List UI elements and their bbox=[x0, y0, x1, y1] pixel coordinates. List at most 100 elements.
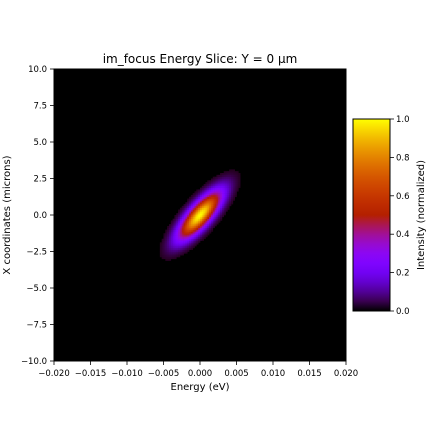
heatmap-cell bbox=[187, 213, 190, 216]
heatmap-cell bbox=[168, 224, 172, 227]
heatmap-cell bbox=[223, 187, 226, 190]
heatmap-cell bbox=[200, 205, 203, 208]
heatmap-cell bbox=[189, 244, 192, 247]
heatmap-cell bbox=[231, 174, 234, 177]
heatmap-cell bbox=[229, 185, 232, 188]
heatmap-cell bbox=[214, 198, 217, 201]
heatmap-cell bbox=[203, 220, 206, 223]
heatmap-cell bbox=[225, 174, 228, 177]
heatmap-cell bbox=[214, 207, 217, 210]
heatmap-cell bbox=[225, 205, 228, 208]
heatmap-cell bbox=[183, 209, 186, 212]
heatmap-cell bbox=[207, 220, 210, 223]
heatmap-cell bbox=[200, 236, 203, 240]
heatmap-cell bbox=[223, 211, 226, 214]
heatmap-cell bbox=[229, 204, 232, 207]
heatmap-cell bbox=[212, 200, 215, 203]
heatmap-cell bbox=[183, 240, 186, 243]
heatmap-cell bbox=[165, 235, 168, 238]
heatmap-cell bbox=[196, 227, 199, 230]
heatmap-cell bbox=[165, 229, 168, 232]
heatmap-cell bbox=[196, 216, 199, 219]
heatmap-cell bbox=[207, 182, 210, 185]
heatmap-cell bbox=[232, 189, 235, 192]
heatmap-cell bbox=[203, 209, 206, 212]
heatmap-cell bbox=[189, 209, 192, 212]
heatmap-cell bbox=[201, 238, 204, 241]
heatmap-cell bbox=[201, 207, 204, 210]
heatmap-cell bbox=[200, 189, 203, 192]
heatmap-cell bbox=[176, 222, 179, 225]
heatmap-cell bbox=[159, 242, 162, 245]
heatmap-cell bbox=[209, 200, 212, 203]
heatmap-cell bbox=[198, 218, 201, 221]
y-tick-label: 10.0 bbox=[28, 65, 47, 75]
heatmap-cell bbox=[183, 251, 186, 254]
heatmap-cell bbox=[220, 183, 223, 187]
heatmap-cell bbox=[183, 227, 186, 230]
heatmap-cell bbox=[167, 253, 170, 256]
heatmap-cell bbox=[179, 225, 183, 229]
heatmap-cell bbox=[185, 238, 188, 241]
heatmap-cell bbox=[207, 205, 210, 208]
heatmap-cell bbox=[196, 189, 199, 192]
heatmap-cell bbox=[192, 238, 195, 241]
heatmap-cell bbox=[207, 191, 210, 194]
heatmap-cell bbox=[216, 196, 219, 199]
heatmap-cell bbox=[179, 249, 183, 252]
heatmap-cell bbox=[227, 207, 230, 210]
y-tick-label: 5.0 bbox=[33, 138, 47, 148]
heatmap-cell bbox=[203, 216, 206, 219]
heatmap-cell bbox=[190, 202, 193, 205]
heatmap-cell bbox=[181, 225, 184, 229]
heatmap-cell bbox=[190, 225, 193, 229]
heatmap-cell bbox=[238, 173, 241, 176]
heatmap-cell bbox=[185, 211, 188, 214]
heatmap-cell bbox=[209, 215, 212, 218]
heatmap-cell bbox=[194, 204, 197, 207]
heatmap-cell bbox=[221, 173, 225, 176]
heatmap-cell bbox=[209, 213, 212, 216]
heatmap-cell bbox=[231, 169, 234, 172]
heatmap-cell bbox=[189, 200, 192, 203]
heatmap-cell bbox=[216, 178, 219, 181]
heatmap-cell bbox=[220, 196, 223, 199]
heatmap-cell bbox=[181, 229, 184, 232]
chart-title: im_focus Energy Slice: Y = 0 μm bbox=[103, 52, 298, 66]
heatmap-cell bbox=[189, 216, 192, 219]
heatmap-cell bbox=[183, 249, 186, 252]
heatmap-cell bbox=[168, 249, 172, 252]
heatmap-cell bbox=[181, 253, 184, 256]
heatmap-cell bbox=[168, 244, 172, 247]
x-tick-label: −0.015 bbox=[75, 369, 106, 379]
heatmap-cell bbox=[190, 211, 193, 214]
heatmap-cell bbox=[200, 213, 203, 216]
heatmap-cell bbox=[178, 235, 181, 238]
heatmap-cell bbox=[232, 198, 235, 201]
heatmap-cell bbox=[163, 251, 166, 254]
heatmap-cell bbox=[172, 249, 175, 252]
heatmap-cell bbox=[220, 187, 223, 190]
heatmap-cell bbox=[185, 213, 188, 216]
heatmap-cell bbox=[203, 235, 206, 238]
heatmap-cell bbox=[203, 202, 206, 205]
heatmap-cell bbox=[189, 202, 192, 205]
heatmap-cell bbox=[218, 185, 221, 188]
heatmap-cell bbox=[209, 211, 212, 214]
heatmap-cell bbox=[178, 215, 181, 218]
heatmap-cell bbox=[183, 236, 186, 240]
heatmap-cell bbox=[187, 240, 190, 243]
heatmap-cell bbox=[210, 198, 214, 201]
heatmap-cell bbox=[174, 256, 177, 260]
heatmap-cell bbox=[214, 176, 217, 179]
heatmap-cell bbox=[205, 185, 208, 188]
heatmap-cell bbox=[218, 178, 221, 181]
heatmap-cell bbox=[220, 182, 223, 185]
heatmap-cell bbox=[192, 200, 195, 203]
heatmap-cell bbox=[227, 178, 230, 181]
heatmap-cell bbox=[176, 229, 179, 232]
heatmap-cell bbox=[172, 244, 175, 247]
heatmap-cell bbox=[212, 193, 215, 196]
heatmap-cell bbox=[220, 211, 223, 214]
heatmap-cell bbox=[225, 204, 228, 207]
